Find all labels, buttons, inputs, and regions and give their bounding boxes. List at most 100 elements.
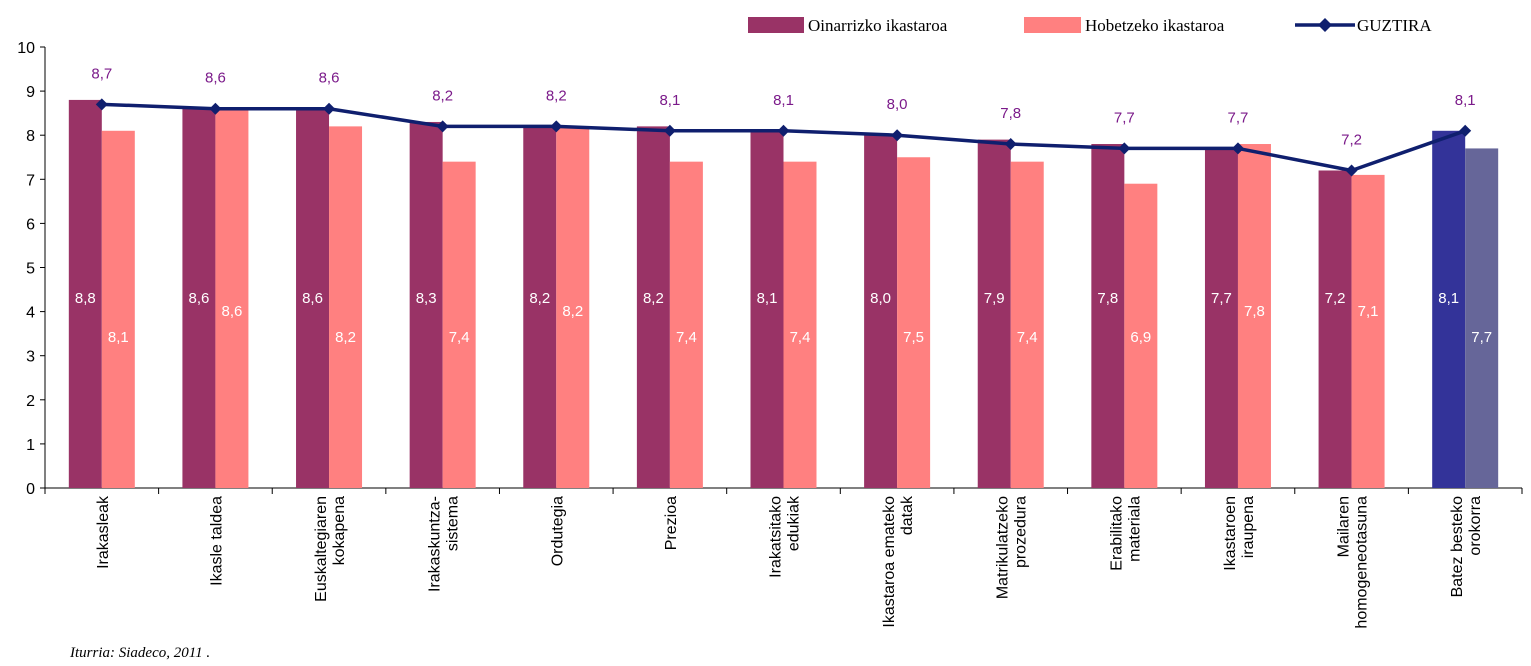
bar-value-label: 8,1 <box>108 329 129 346</box>
x-axis: Irakasleak Ikasle taldea Euskaltegiaren kok… <box>44 487 1523 629</box>
category-label: Batez besteko <box>1449 496 1466 598</box>
legend-swatch-oinarrizko <box>748 17 804 33</box>
y-tick-label: 8 <box>26 128 35 145</box>
bar <box>442 161 476 488</box>
total-value-label: 7,2 <box>1341 131 1362 148</box>
y-tick-label: 0 <box>26 481 35 498</box>
legend-swatch-hobetzeko <box>1024 17 1081 33</box>
total-value-label: 8,2 <box>432 87 453 104</box>
bar <box>977 139 1011 489</box>
bar-value-label: 7,9 <box>984 290 1005 307</box>
total-point <box>1118 142 1131 155</box>
category-label: orokorra <box>1467 496 1484 556</box>
y-tick-label: 2 <box>26 393 35 410</box>
bar-value-label: 7,4 <box>790 329 811 346</box>
bar-value-label: 7,4 <box>676 329 697 346</box>
bar <box>783 161 817 488</box>
legend-label-guztira: GUZTIRA <box>1357 16 1432 35</box>
bar-value-label: 8,1 <box>1438 290 1459 307</box>
total-value-label: 7,8 <box>1000 105 1021 122</box>
total-value-label: 7,7 <box>1228 109 1249 126</box>
bar-value-label: 7,4 <box>1017 329 1038 346</box>
category-label: Mailaren <box>1336 496 1353 557</box>
bar-value-label: 8,8 <box>75 290 96 307</box>
bar <box>329 126 363 488</box>
bar-value-label: 8,1 <box>757 290 778 307</box>
bar <box>1124 183 1158 488</box>
total-point <box>436 120 449 133</box>
y-tick-label: 7 <box>26 172 35 189</box>
total-value-label: 8,1 <box>1455 92 1476 109</box>
total-value-label: 7,7 <box>1114 109 1135 126</box>
category-label: Irakaskuntza- <box>427 496 444 592</box>
total-labels: 8,7 8,6 8,6 8,2 8,2 8,1 8,1 8,0 7,8 7,7 7,7 7,2 8,1 <box>91 65 1475 148</box>
legend: Oinarrizko ikastaroa Hobetzeko ikastaroa G… <box>748 16 1432 35</box>
bar <box>1432 130 1466 489</box>
bar-value-label: 7,7 <box>1211 290 1232 307</box>
bar-value-label: 8,2 <box>562 303 583 320</box>
bar-value-label: 8,2 <box>335 329 356 346</box>
y-tick-label: 9 <box>26 84 35 101</box>
bar <box>636 126 670 488</box>
bar <box>101 130 135 489</box>
category-label: sistema <box>445 496 462 551</box>
bar <box>296 108 330 489</box>
category-label: homogeneotasuna <box>1354 496 1371 629</box>
category-label: Matrikulatzeko <box>995 496 1012 599</box>
legend-label-oinarrizko: Oinarrizko ikastaroa <box>808 16 948 35</box>
bar-value-label: 8,3 <box>416 290 437 307</box>
bar <box>897 157 931 488</box>
total-value-label: 8,7 <box>91 65 112 82</box>
bar <box>1237 144 1271 488</box>
bar-value-label: 8,2 <box>643 290 664 307</box>
legend-marker-guztira <box>1318 18 1332 32</box>
y-axis: 0 1 2 3 4 5 6 7 8 9 10 <box>17 40 46 498</box>
total-value-label: 8,2 <box>546 87 567 104</box>
category-label: Prezioa <box>663 496 680 550</box>
total-point <box>1004 138 1017 151</box>
total-point <box>550 120 563 133</box>
bar <box>669 161 703 488</box>
y-tick-label: 5 <box>26 261 35 278</box>
bar <box>182 108 216 489</box>
bar-labels: 8,8 8,6 8,6 8,3 8,2 8,2 8,1 8,0 7,9 7,8 7,7 7,2 8,1 8… <box>75 290 1492 346</box>
bar-value-label: 7,5 <box>903 329 924 346</box>
total-value-label: 8,6 <box>205 70 226 87</box>
category-label: edukiak <box>786 495 803 551</box>
legend-label-hobetzeko: Hobetzeko ikastaroa <box>1085 16 1225 35</box>
total-point <box>1231 142 1244 155</box>
y-tick-label: 6 <box>26 216 35 233</box>
category-label: Euskaltegiaren <box>313 496 330 602</box>
total-value-label: 8,6 <box>319 70 340 87</box>
y-tick-label: 3 <box>26 349 35 366</box>
bar <box>556 126 590 488</box>
bar-value-label: 7,1 <box>1358 303 1379 320</box>
bars <box>68 99 1499 489</box>
y-tick-label: 4 <box>26 305 35 322</box>
bar-value-label: 8,6 <box>221 303 242 320</box>
source-note: Iturria: Siadeco, 2011 . <box>70 645 211 661</box>
category-label: Irakasleak <box>95 495 112 569</box>
bar-value-label: 7,7 <box>1471 329 1492 346</box>
category-label: Ikasle taldea <box>208 496 225 586</box>
bar <box>750 130 784 489</box>
bar <box>1318 170 1352 489</box>
total-line <box>95 98 1472 177</box>
category-label: Erabilitako <box>1108 496 1125 571</box>
bar <box>409 121 443 488</box>
category-label: Ikastaroa emateko <box>881 496 898 628</box>
bar <box>68 99 102 489</box>
total-point <box>1459 124 1472 137</box>
y-tick-label: 10 <box>17 40 35 57</box>
total-point <box>95 98 108 111</box>
bar-value-label: 8,6 <box>302 290 323 307</box>
total-point <box>209 102 222 115</box>
category-label: Ordutegia <box>549 496 566 566</box>
total-point <box>663 124 676 137</box>
bar-value-label: 7,8 <box>1097 290 1118 307</box>
bar-value-label: 7,4 <box>449 329 470 346</box>
bar-value-label: 6,9 <box>1130 329 1151 346</box>
total-point <box>891 129 904 142</box>
bar-value-label: 8,2 <box>529 290 550 307</box>
